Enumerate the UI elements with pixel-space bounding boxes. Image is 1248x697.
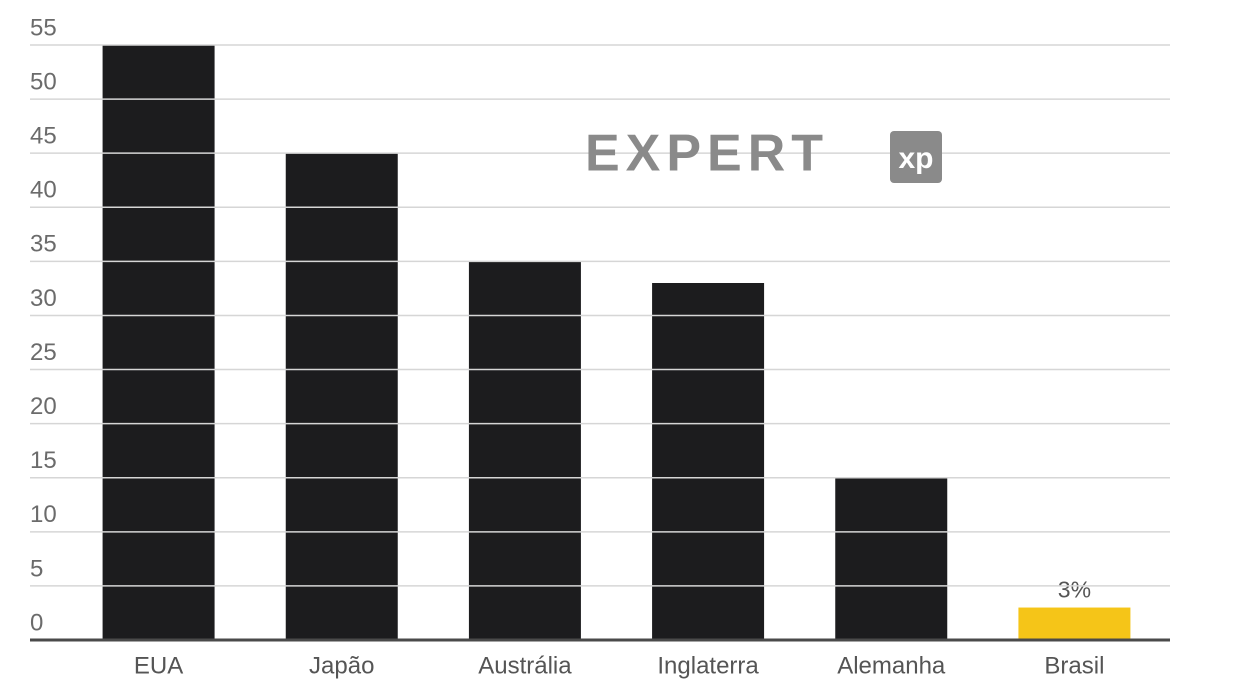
watermark-badge: xp: [898, 142, 933, 175]
y-tick-label: 35: [30, 231, 57, 258]
bar: [285, 153, 398, 640]
y-tick-label: 40: [30, 177, 57, 204]
y-tick-label: 5: [30, 555, 43, 582]
bar: [1018, 607, 1131, 640]
y-tick-label: 0: [30, 609, 43, 636]
y-tick-label: 55: [30, 14, 57, 41]
x-tick-label: Inglaterra: [657, 652, 759, 679]
y-tick-label: 45: [30, 123, 57, 150]
watermark-text: EXPERT: [585, 125, 829, 183]
y-tick-label: 30: [30, 285, 57, 312]
y-tick-label: 15: [30, 447, 57, 474]
y-tick-label: 10: [30, 501, 57, 528]
y-tick-label: 50: [30, 68, 57, 95]
x-tick-label: EUA: [134, 652, 183, 679]
y-tick-label: 25: [30, 339, 57, 366]
watermark-badge-box: [890, 131, 942, 183]
x-tick-label: Japão: [309, 652, 374, 679]
bar: [102, 45, 215, 640]
bar: [835, 477, 948, 640]
bar: [468, 261, 581, 640]
y-tick-label: 20: [30, 393, 57, 420]
x-tick-label: Brasil: [1044, 652, 1104, 679]
value-label: 3%: [1058, 577, 1091, 603]
x-tick-label: Alemanha: [837, 652, 946, 679]
x-tick-label: Austrália: [478, 652, 572, 679]
bar: [652, 283, 765, 640]
